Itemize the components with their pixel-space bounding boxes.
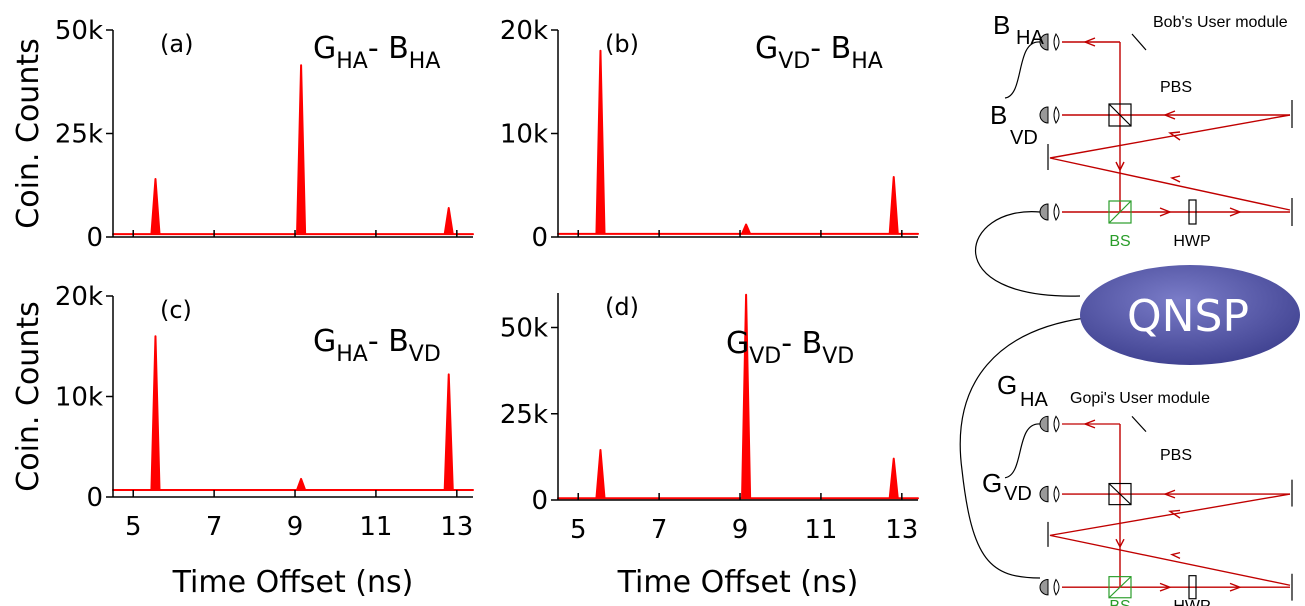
label-text: - B: [368, 324, 409, 359]
signal-area: [557, 49, 919, 235]
label-text: - B: [368, 31, 409, 66]
y-tick-label: 50k: [500, 314, 548, 344]
detector-label: B: [990, 100, 1007, 130]
signal-area: [112, 64, 474, 236]
hwp-label: HWP: [1173, 233, 1210, 250]
label-subscript: HA: [336, 49, 368, 74]
x-tick-label: 11: [359, 512, 392, 542]
module-title: Gopi's User module: [1070, 390, 1210, 407]
x-tick-label: 13: [885, 515, 918, 545]
x-tick-label: 9: [732, 515, 749, 545]
series-label: GHA- BHA: [313, 31, 440, 74]
pbs-label: PBS: [1160, 447, 1192, 464]
qnsp-source: [1080, 265, 1300, 365]
x-tick-label: 5: [570, 515, 587, 545]
y-tick-label: 25k: [55, 120, 103, 150]
label-subscript: VD: [822, 344, 854, 369]
source-label: QNSP: [1127, 291, 1249, 342]
label-subscript: VD: [749, 344, 781, 369]
bs-label: BS: [1109, 598, 1130, 606]
x-tick-label: 13: [440, 512, 473, 542]
y-axis-title: Coin. Counts: [11, 301, 46, 491]
x-tick-label: 11: [804, 515, 837, 545]
bs-label: BS: [1109, 233, 1130, 250]
x-tick-label: 7: [651, 515, 668, 545]
detector-label: G: [997, 370, 1017, 400]
label-text: G: [755, 31, 778, 66]
pbs-label: PBS: [1160, 79, 1192, 96]
x-axis-title: Time Offset (ns): [172, 565, 414, 600]
series-label: GHA- BVD: [313, 324, 441, 367]
label-subscript: VD: [409, 342, 441, 367]
detector-subscript: VD: [1004, 483, 1032, 505]
module-title: Bob's User module: [1153, 14, 1288, 31]
setup-diagram: QNSP B HA Bob's User module PBS B VD BS …: [959, 10, 1300, 606]
bob-module: [1004, 33, 1293, 227]
fiber: [959, 317, 1086, 579]
y-tick-label: 0: [86, 223, 103, 253]
y-tick-label: 0: [531, 486, 548, 516]
y-tick-label: 50k: [55, 16, 103, 46]
gopi-module: [1004, 415, 1293, 602]
x-tick-label: 9: [287, 512, 304, 542]
detector-subscript: VD: [1010, 127, 1038, 149]
x-axis-title: Time Offset (ns): [617, 565, 859, 600]
panel-label: (c): [160, 296, 192, 324]
panel-label: (d): [605, 293, 639, 321]
y-tick-label: 20k: [55, 282, 103, 312]
y-tick-label: 0: [86, 483, 103, 513]
panel-label: (b): [605, 30, 639, 58]
detector-label: G: [982, 468, 1002, 498]
detector-subscript: HA: [1020, 389, 1048, 411]
detector-subscript: HA: [1016, 27, 1044, 49]
hwp-label: HWP: [1173, 598, 1210, 606]
y-tick-label: 10k: [55, 383, 103, 413]
label-text: G: [726, 326, 749, 361]
label-text: G: [313, 31, 336, 66]
x-tick-label: 5: [125, 512, 142, 542]
label-subscript: HA: [851, 49, 883, 74]
x-tick-label: 7: [206, 512, 223, 542]
series-label: GVD- BVD: [726, 326, 854, 369]
detector-label: B: [993, 10, 1010, 40]
y-tick-label: 20k: [500, 16, 548, 46]
y-tick-label: 25k: [500, 400, 548, 430]
y-tick-label: 10k: [500, 120, 548, 150]
label-text: - B: [781, 326, 822, 361]
label-text: - B: [810, 31, 851, 66]
series-label: GVD- BHA: [755, 31, 883, 74]
y-tick-label: 0: [531, 223, 548, 253]
y-axis-title: Coin. Counts: [11, 38, 46, 228]
chart-panel: 0 10k 20k (b) GVD- BHA: [500, 16, 919, 253]
label-subscript: HA: [409, 49, 441, 74]
panel-label: (a): [160, 30, 193, 58]
chart-panel: 0 10k 20k 5 7 9 11 13 (c) GHA- BVD Coin. Counts Tim…: [11, 282, 474, 600]
signal-area: [112, 335, 474, 491]
label-subscript: HA: [336, 342, 368, 367]
label-text: G: [313, 324, 336, 359]
label-subscript: VD: [778, 49, 810, 74]
fiber: [975, 211, 1081, 297]
